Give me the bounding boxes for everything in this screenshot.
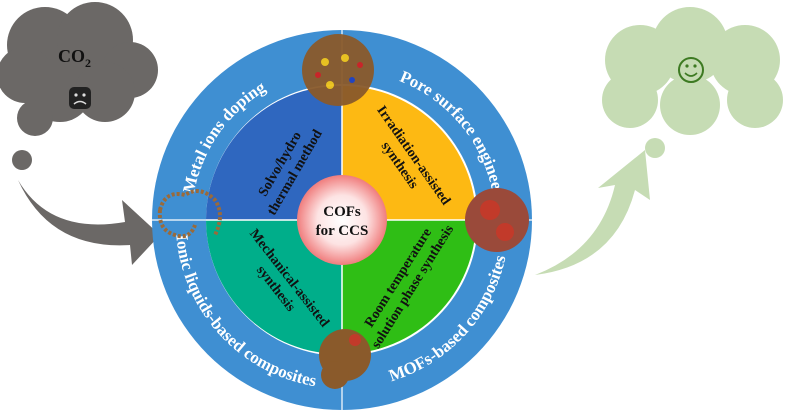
center-title-line1: COFs (323, 204, 361, 220)
gray-curved-arrow (18, 180, 160, 265)
thought-bubble-small (645, 138, 665, 158)
green-curved-arrow (535, 150, 650, 275)
molecule-structure-left (157, 189, 222, 239)
smiley-face-icon (678, 57, 704, 83)
molecule-structure-bottom (319, 329, 371, 389)
molecule-structure-right (465, 188, 529, 252)
quadrant-irradiation (342, 86, 476, 220)
svg-text:CO2: CO2 (58, 46, 91, 70)
center-title-line2: for CCS (316, 223, 369, 239)
center-circle (297, 175, 387, 265)
thought-bubble-small (12, 150, 32, 170)
clean-air-cloud (602, 7, 783, 158)
quadrant-room-temperature (342, 220, 476, 354)
co2-cloud: CO2 (0, 2, 158, 170)
molecule-structure-top (302, 34, 374, 106)
thought-bubble-large (17, 100, 53, 136)
co2-label: CO (58, 46, 85, 66)
sad-face-icon (69, 87, 91, 109)
quadrant-solvothermal (205, 85, 342, 220)
quadrant-mechanical (206, 220, 342, 355)
